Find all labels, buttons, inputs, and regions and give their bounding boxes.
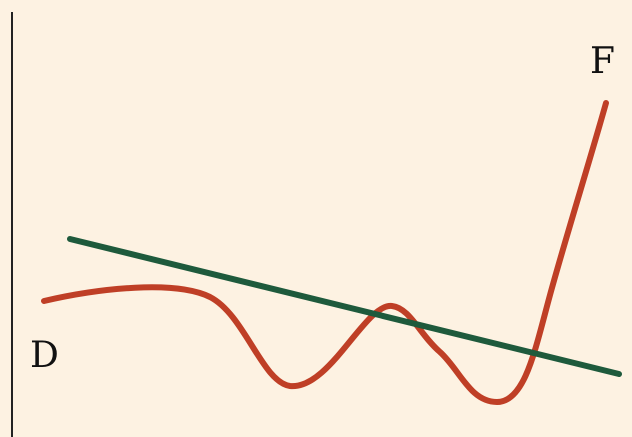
label-d: D xyxy=(30,335,59,376)
wavy-curve xyxy=(41,100,609,405)
label-f: F xyxy=(590,41,615,82)
trend-line xyxy=(67,236,622,377)
